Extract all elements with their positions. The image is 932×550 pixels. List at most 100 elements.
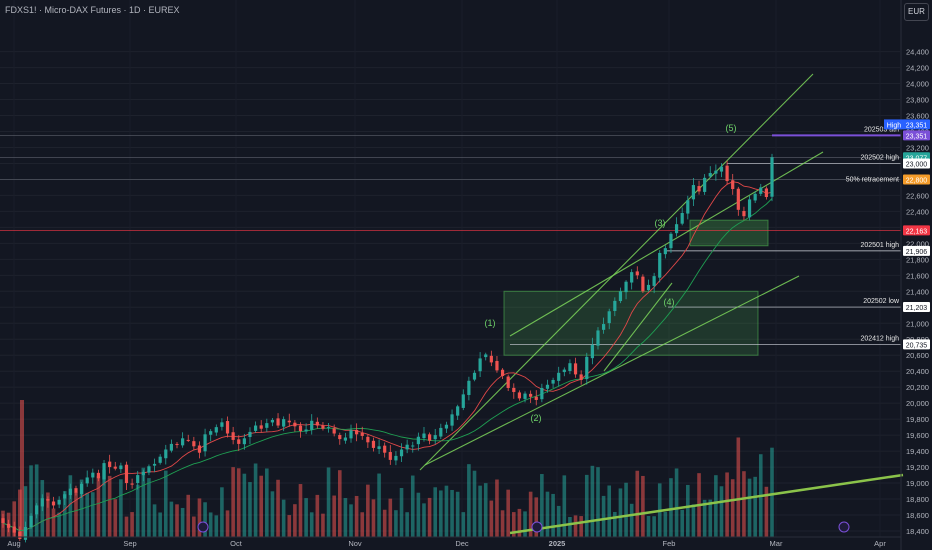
- horizontal-levels: [0, 134, 901, 345]
- price-tick-label: 19,600: [906, 431, 929, 440]
- volume-bar: [680, 509, 684, 537]
- candle-body: [708, 173, 712, 177]
- price-tag: [903, 119, 930, 130]
- event-icon: [838, 521, 850, 533]
- volume-bar: [742, 471, 746, 537]
- volume-bar: [674, 468, 679, 537]
- candle-body: [725, 165, 729, 182]
- candle-body: [35, 505, 39, 515]
- channel-line: [603, 282, 673, 372]
- volume-bar: [79, 479, 84, 537]
- volume-bar: [91, 492, 95, 537]
- time-tick-label: Nov: [348, 539, 362, 548]
- candle-body: [579, 374, 583, 380]
- volume-bar: [371, 499, 376, 537]
- volume-bar: [483, 483, 488, 537]
- candle-body: [366, 436, 370, 443]
- volume-bar: [764, 486, 769, 537]
- candle-body: [399, 449, 404, 457]
- candle-body: [658, 252, 662, 278]
- volume-bar: [607, 485, 612, 537]
- candle-body: [141, 471, 145, 476]
- price-tag: [903, 339, 930, 350]
- volume-bar: [220, 487, 224, 537]
- price-tag-value: 22,163: [906, 228, 928, 235]
- volume-bar: [669, 478, 673, 537]
- candle-body: [57, 499, 61, 505]
- ma-line-long: [2, 198, 773, 532]
- candle-body: [444, 424, 449, 429]
- volume-bar: [130, 512, 134, 537]
- volume-bar: [46, 492, 50, 537]
- currency-button[interactable]: EUR: [904, 3, 929, 21]
- candle-body: [590, 344, 594, 359]
- candle-body: [51, 501, 56, 506]
- candle-body: [113, 466, 117, 469]
- volume-bar: [686, 484, 690, 537]
- volume-bar: [753, 476, 757, 537]
- candle-body: [489, 355, 493, 363]
- moving-averages: [2, 181, 904, 535]
- price-tick-label: 21,800: [906, 255, 929, 264]
- candle-body: [383, 445, 387, 453]
- price-tag-value: 22,800: [906, 177, 928, 184]
- level-label: 202501 high: [860, 242, 899, 249]
- volume-bar: [556, 505, 561, 537]
- volume-bar: [523, 511, 527, 537]
- volume-bar: [528, 491, 533, 537]
- price-axis[interactable]: 18,400 18,600 18,800 19,000 19,200 19,400 19,6…: [884, 0, 930, 550]
- candle-body: [450, 414, 454, 426]
- volume-bar: [624, 482, 628, 537]
- volume-bar: [388, 498, 393, 537]
- candle-body: [388, 452, 392, 460]
- candle-body: [63, 494, 67, 499]
- price-tag: [903, 158, 930, 169]
- time-axis[interactable]: Aug Sep Oct Nov Dec 2025 Feb Mar Apr: [0, 521, 901, 548]
- price-tag-label-box: [884, 119, 904, 130]
- annotations: 202503 ath 202502 high 50% retracement 2025…: [485, 123, 900, 423]
- time-tick-label: Mar: [770, 539, 783, 548]
- time-tick-label: Dec: [455, 539, 469, 548]
- volume-bar: [652, 516, 656, 537]
- volume-bar: [270, 491, 275, 537]
- channel-line: [419, 73, 814, 471]
- time-tick-label: Apr: [874, 539, 886, 548]
- volume-bar: [119, 479, 123, 537]
- volume-bar: [422, 503, 426, 537]
- time-tick-label: Oct: [230, 539, 243, 548]
- candle-body: [338, 435, 342, 440]
- trend-channel: [419, 73, 824, 471]
- candle-body: [181, 438, 185, 446]
- wave-label: (5): [726, 123, 737, 133]
- candle-body: [467, 380, 471, 395]
- volume-bar: [253, 463, 258, 537]
- candle-body: [147, 466, 151, 473]
- candle-body: [545, 384, 550, 389]
- price-tick-label: 22,000: [906, 239, 929, 248]
- candle-body: [472, 372, 477, 380]
- candle-body: [714, 170, 718, 174]
- candle-body: [674, 224, 679, 234]
- event-icon: [197, 521, 209, 533]
- candle-body: [719, 166, 724, 172]
- volume-bar: [540, 474, 544, 537]
- volume-bar: [169, 501, 174, 537]
- candle-body: [360, 432, 364, 436]
- volume-bar: [102, 469, 106, 537]
- candle-body: [326, 427, 331, 429]
- time-tick-label: Feb: [663, 539, 676, 548]
- volume-bar: [506, 489, 510, 537]
- candle-body: [164, 449, 168, 459]
- candle-body: [562, 369, 566, 373]
- volume-bar: [747, 478, 752, 537]
- candle-body: [742, 211, 746, 217]
- volume-bar: [51, 508, 56, 537]
- candle-body: [596, 330, 600, 346]
- candle-body: [343, 437, 348, 441]
- volume-bar: [478, 485, 482, 537]
- candle-body: [602, 324, 606, 330]
- candle-body: [276, 418, 280, 426]
- candle-body: [237, 439, 241, 444]
- candle-body: [169, 443, 173, 451]
